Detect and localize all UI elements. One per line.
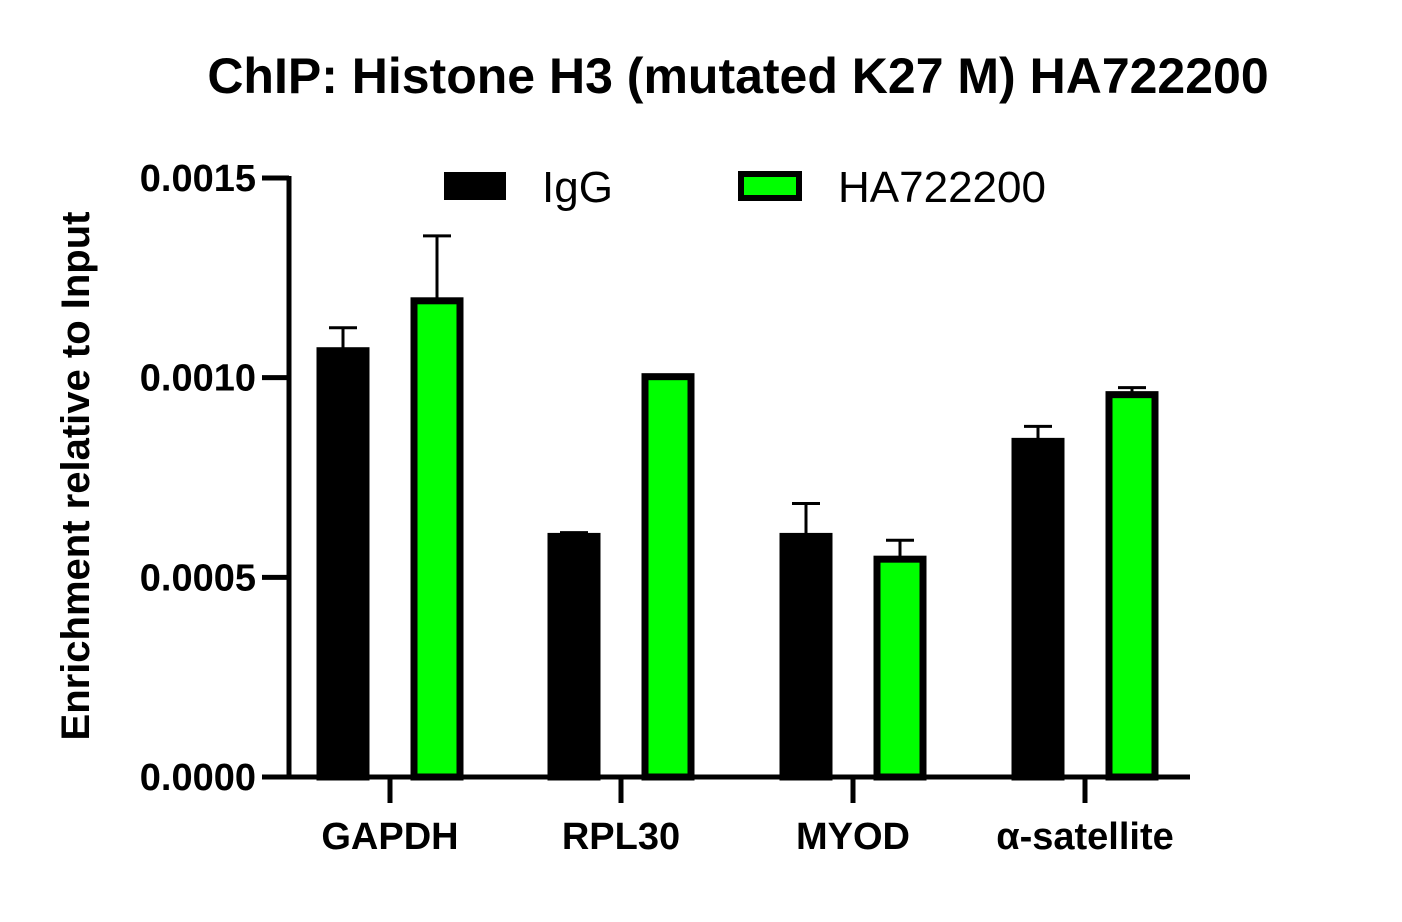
legend-swatch-igg [444, 172, 506, 200]
bars [316, 297, 1159, 781]
bar [1105, 391, 1159, 781]
x-tick-label: MYOD [796, 816, 910, 858]
legend-label-ha722200: HA722200 [838, 163, 1046, 212]
y-tick-label: 0.0000 [140, 757, 256, 799]
y-tick-label: 0.0010 [140, 358, 256, 400]
bar [410, 297, 464, 781]
y-axis-label: Enrichment relative to Input [54, 212, 98, 741]
bar [1011, 437, 1065, 781]
bar [316, 347, 370, 781]
bar [779, 532, 833, 781]
legend-label-igg: IgG [542, 163, 613, 212]
bar [641, 373, 695, 781]
chart-title: ChIP: Histone H3 (mutated K27 M) HA72220… [207, 48, 1268, 104]
legend: IgG HA722200 [444, 163, 1046, 212]
bar [873, 555, 927, 781]
x-axis: GAPDH RPL30 MYOD α-satellite [287, 774, 1190, 858]
y-axis: 0.0000 0.0005 0.0010 0.0015 [140, 158, 292, 799]
legend-swatch-ha722200 [738, 171, 802, 201]
x-tick-label: α-satellite [996, 816, 1174, 858]
y-tick-label: 0.0015 [140, 158, 256, 200]
x-tick-label: GAPDH [321, 816, 458, 858]
bar [547, 532, 601, 781]
y-tick-label: 0.0005 [140, 557, 256, 599]
error-bars [329, 234, 1146, 557]
x-tick-label: RPL30 [562, 816, 680, 858]
